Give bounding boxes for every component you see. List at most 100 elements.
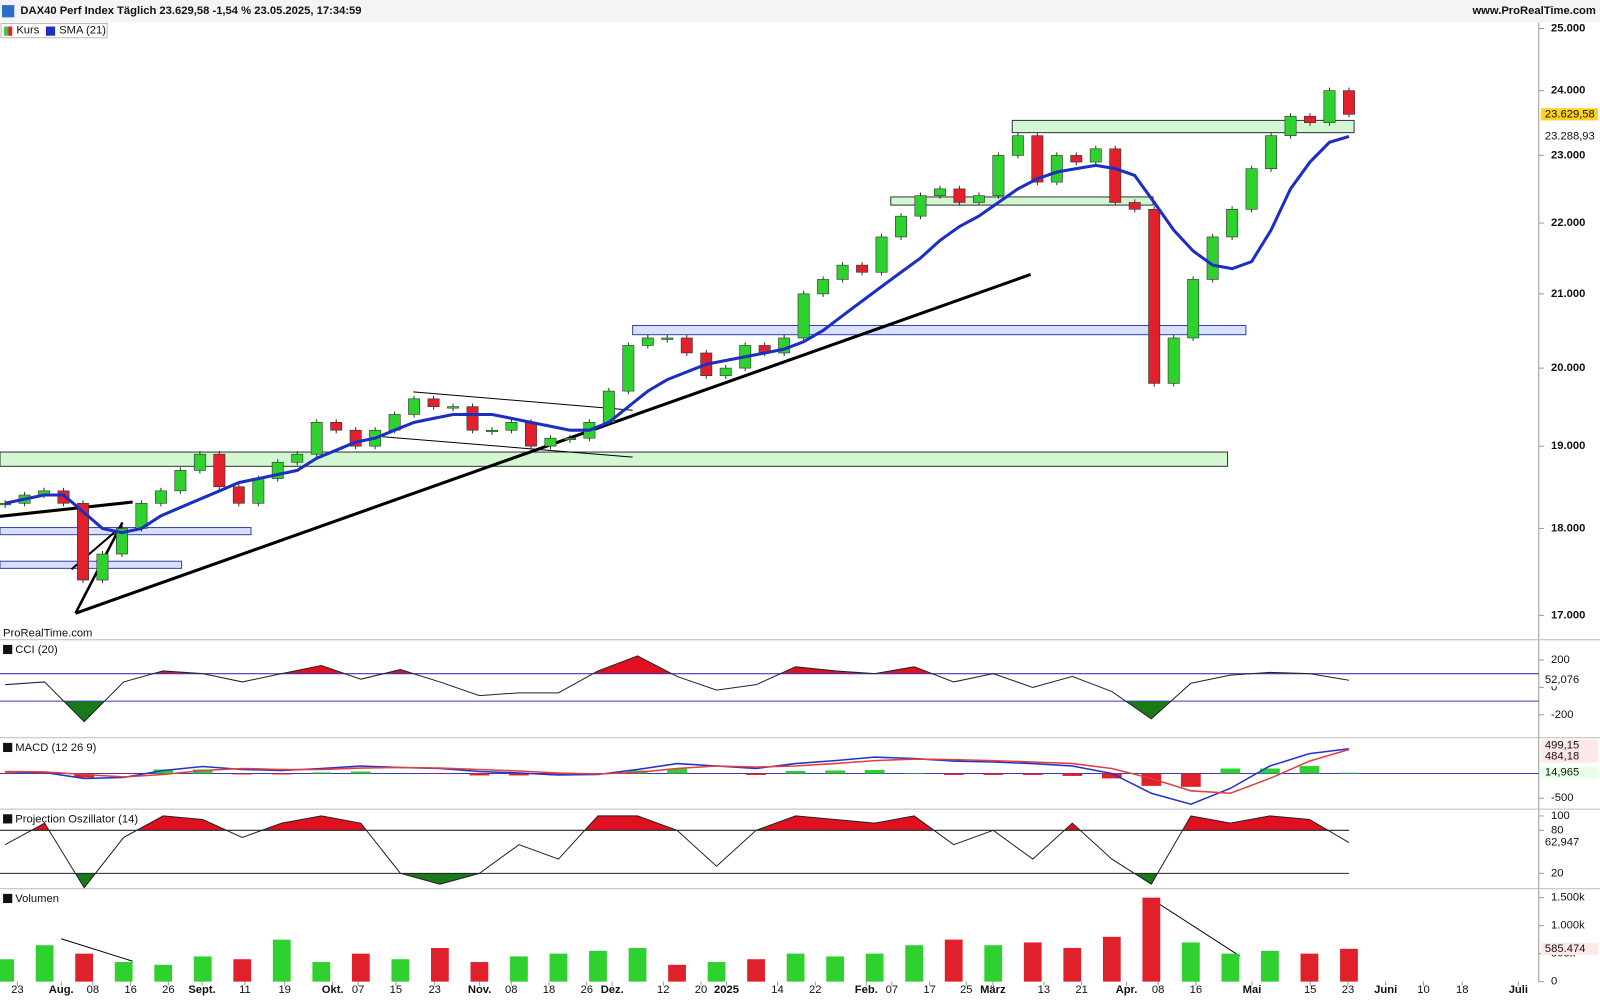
y-tick-label: 17.000 <box>1551 609 1585 621</box>
y-tick-label: 20.000 <box>1551 362 1585 374</box>
candle <box>1109 148 1122 203</box>
x-tick-label: 26 <box>162 984 174 996</box>
header-source: www.ProRealTime.com <box>1471 5 1595 17</box>
y-tick-label: 24.000 <box>1551 85 1585 97</box>
candle <box>875 236 888 273</box>
indicator-title: CCI (20) <box>15 644 58 656</box>
histogram-bar <box>1339 772 1359 774</box>
indicator-icon <box>3 742 13 753</box>
last-value-box <box>1540 836 1598 849</box>
y-tick-label: -200 <box>1551 709 1573 721</box>
candle <box>719 367 732 377</box>
y-tick-label: 80 <box>1551 824 1563 836</box>
zone <box>1011 119 1355 134</box>
volume-bar <box>75 953 94 982</box>
candle <box>661 337 674 340</box>
histogram-bar <box>469 773 490 776</box>
candle <box>953 188 966 203</box>
histogram-bar <box>1022 773 1043 775</box>
y-tick-label: 100 <box>1551 810 1570 822</box>
trendlines <box>0 273 1241 962</box>
candle <box>817 279 830 295</box>
volume-bar <box>193 956 212 982</box>
indicator-icon <box>3 814 13 824</box>
x-tick-label: 18 <box>543 984 555 996</box>
zone <box>632 324 1247 336</box>
volume-bar <box>430 948 449 982</box>
candle <box>213 453 226 488</box>
candle <box>1089 148 1102 163</box>
y-tick-label: -500 <box>1551 792 1573 804</box>
candle <box>797 293 810 339</box>
y-tick-label: 19.000 <box>1551 440 1585 452</box>
candle <box>330 422 343 431</box>
y-tick-label: 22.000 <box>1551 217 1585 229</box>
volume-bar <box>549 953 568 982</box>
x-tick-label: Juni <box>1374 984 1397 996</box>
candle <box>505 422 518 431</box>
x-tick-label: 19 <box>278 984 290 996</box>
candle <box>992 155 1005 196</box>
histogram-bar <box>271 773 292 775</box>
sma-line <box>4 134 1350 535</box>
volume-bar <box>1340 948 1358 982</box>
x-tick-label: 16 <box>124 984 136 996</box>
candle <box>77 502 89 581</box>
header-title: DAX40 Perf Index Täglich 23.629,58 -1,54… <box>20 5 361 17</box>
volume-bar <box>905 945 924 982</box>
candle <box>408 398 421 415</box>
last-value-label: 62,947 <box>1545 837 1579 849</box>
histogram-bar <box>864 769 885 774</box>
x-tick-label: 15 <box>390 984 402 996</box>
candle <box>1050 155 1063 183</box>
legend-label: SMA (21) <box>59 25 106 37</box>
histogram-bar <box>192 769 213 774</box>
histogram-bar <box>943 773 964 775</box>
candle <box>1206 236 1219 280</box>
indicator-icon <box>3 893 13 904</box>
candle <box>447 406 460 409</box>
x-tick-label: 23 <box>11 984 23 996</box>
last-value-box <box>1540 130 1598 143</box>
last-value-label: 23.288,93 <box>1545 130 1595 142</box>
candle <box>252 478 265 504</box>
candle <box>466 406 479 431</box>
volume-bar <box>668 964 686 982</box>
volume-bar <box>470 962 489 982</box>
volume-trend <box>61 938 133 962</box>
x-tick-label: 23 <box>428 984 440 996</box>
x-tick-label: 26 <box>580 984 592 996</box>
candle <box>1070 155 1083 163</box>
legend-label: Kurs <box>16 25 39 37</box>
x-tick-label: 21 <box>1075 984 1087 996</box>
x-tick-label: Juli <box>1509 984 1528 996</box>
x-tick-label: 08 <box>87 984 99 996</box>
candle <box>310 422 323 455</box>
candle <box>1148 208 1161 384</box>
indicator-line <box>5 655 1350 723</box>
volume-bar <box>233 959 252 982</box>
candle <box>622 345 635 392</box>
x-tick-label: 25 <box>960 984 972 996</box>
histogram-bar <box>1299 766 1320 774</box>
candle <box>525 422 537 447</box>
channel-line <box>413 391 633 411</box>
candle <box>1343 90 1355 115</box>
candle <box>1128 202 1141 210</box>
candle <box>895 215 907 238</box>
volume-bar <box>35 945 54 982</box>
y-tick-label: 1.000k <box>1551 920 1585 932</box>
histogram-bar <box>1141 773 1162 786</box>
candle <box>1323 90 1336 123</box>
candle <box>427 398 440 407</box>
header-bar <box>0 0 1600 23</box>
x-tick-label: Nov. <box>468 984 491 996</box>
candle <box>96 553 109 581</box>
histogram-bar <box>509 773 529 776</box>
x-tick-label: 10 <box>1417 984 1429 996</box>
x-tick-label: Dez. <box>601 984 624 996</box>
candle <box>1226 208 1239 238</box>
